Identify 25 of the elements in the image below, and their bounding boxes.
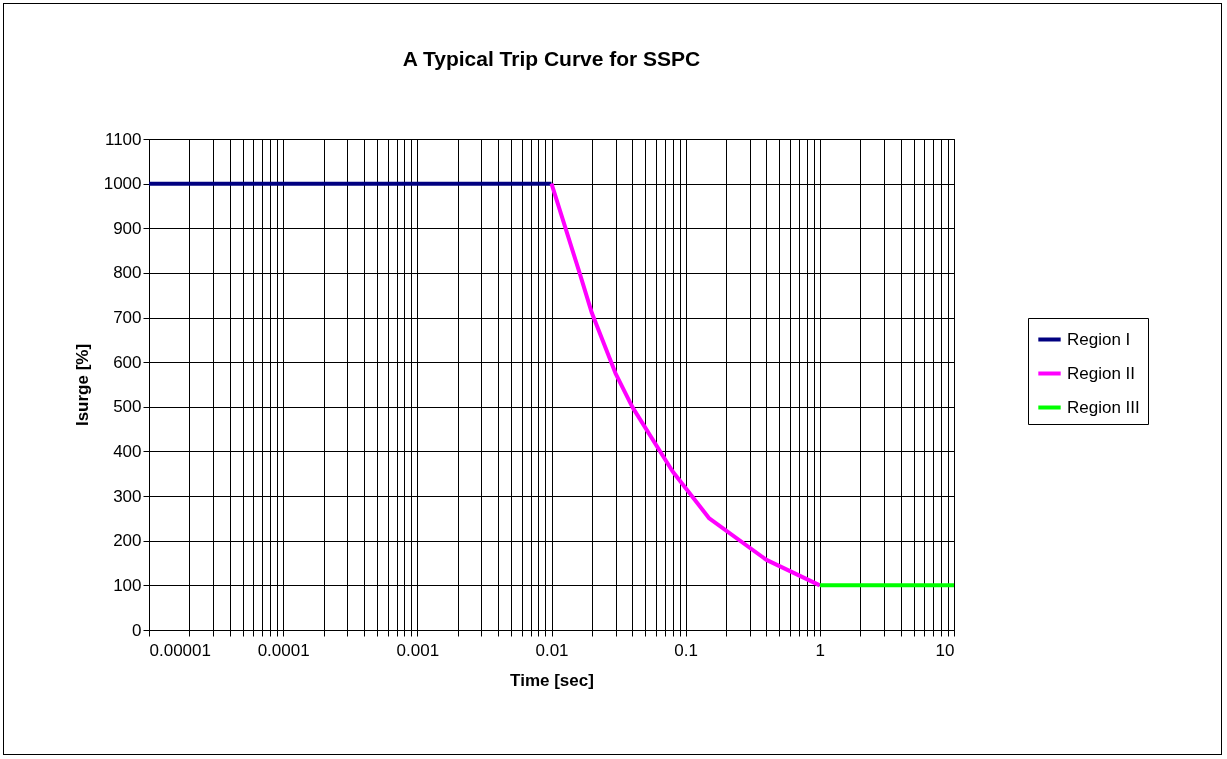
y-tick-label: 400 — [113, 441, 142, 461]
legend-label: Region III — [1067, 397, 1140, 417]
x-tick-label: 0.0001 — [257, 640, 310, 660]
y-tick-label: 200 — [113, 531, 142, 551]
x-tick-label: 0.001 — [396, 640, 440, 660]
x-tick-label: 0.1 — [674, 640, 698, 660]
y-tick-label: 0 — [132, 620, 142, 640]
y-tick-label: 100 — [113, 575, 142, 595]
legend-label: Region II — [1067, 363, 1136, 383]
y-tick-label: 1000 — [103, 174, 142, 194]
legend-label: Region I — [1067, 329, 1131, 349]
y-tick-label: 900 — [113, 218, 142, 238]
y-axis-title: Isurge [%] — [72, 343, 92, 427]
y-tick-label: 800 — [113, 263, 142, 283]
y-tick-label: 1100 — [104, 129, 142, 149]
x-tick-label: 0.01 — [535, 640, 569, 660]
x-tick-label: 0.00001 — [149, 640, 211, 660]
x-axis-title: Time [sec] — [510, 670, 594, 690]
chart-title: A Typical Trip Curve for SSPC — [402, 47, 701, 70]
y-tick-label: 600 — [113, 352, 142, 372]
y-tick-label: 500 — [113, 397, 142, 417]
x-tick-label: 1 — [815, 640, 826, 660]
x-tick-label: 10 — [935, 640, 955, 660]
y-tick-label: 700 — [113, 308, 142, 328]
y-tick-label: 300 — [113, 486, 142, 506]
